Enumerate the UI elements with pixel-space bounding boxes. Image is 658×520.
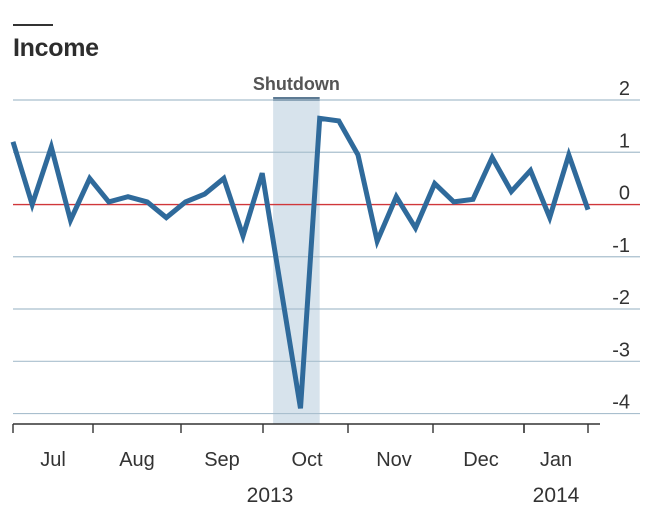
x-tick-label: Nov — [376, 449, 412, 471]
x-tick-label: Dec — [463, 449, 499, 471]
y-tick-label: 0 — [619, 183, 630, 205]
title-rule — [13, 24, 53, 26]
year-label: 2014 — [533, 484, 580, 507]
y-tick-label: -3 — [612, 339, 630, 361]
x-tick-label: Jan — [540, 449, 572, 471]
y-tick-label: -2 — [612, 287, 630, 309]
y-tick-label: -1 — [612, 235, 630, 257]
y-tick-label: 2 — [619, 78, 630, 100]
x-tick-label: Sep — [204, 449, 240, 471]
y-tick-label: -4 — [612, 392, 630, 414]
shutdown-bracket — [273, 97, 320, 101]
x-tick-label: Aug — [119, 449, 155, 471]
x-tick-label: Jul — [40, 449, 66, 471]
shutdown-label: Shutdown — [253, 74, 340, 94]
year-label: 2013 — [247, 484, 294, 507]
x-tick-label: Oct — [291, 449, 323, 471]
y-tick-label: 1 — [619, 130, 630, 152]
chart-title: Income — [13, 34, 99, 62]
series-line — [10, 115, 591, 409]
